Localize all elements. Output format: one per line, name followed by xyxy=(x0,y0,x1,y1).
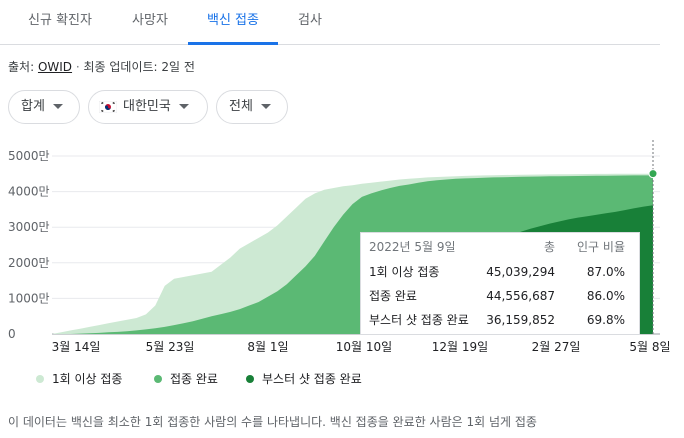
tooltip-date: 2022년 5월 9일 xyxy=(369,240,456,254)
tooltip-row-ratio: 69.8% xyxy=(586,313,625,327)
chart-tooltip: 2022년 5월 9일 총 인구 비율 1회 이상 접종 45,039,294 … xyxy=(360,232,640,335)
scope-dropdown-label: 전체 xyxy=(229,99,253,114)
tooltip-row: 1회 이상 접종 45,039,294 87.0% xyxy=(369,262,631,282)
source-separator: · xyxy=(72,60,84,74)
tooltip-row: 접종 완료 44,556,687 86.0% xyxy=(369,286,631,306)
y-tick-label: 0 xyxy=(8,327,16,341)
chevron-down-icon xyxy=(178,104,189,109)
tab-deaths[interactable]: 사망자 xyxy=(132,13,168,28)
legend-item-booster[interactable]: 부스터 샷 접종 완료 xyxy=(246,370,362,388)
source-prefix: 출처: xyxy=(8,60,38,74)
x-tick-label: 3월 14일 xyxy=(52,340,101,354)
legend-item-first-dose[interactable]: 1회 이상 접종 xyxy=(36,370,122,388)
tab-bar: 신규 확진자 사망자 백신 접종 검사 xyxy=(0,0,660,45)
measure-dropdown-label: 합계 xyxy=(21,99,45,114)
source-line: 출처: OWID · 최종 업데이트: 2일 전 xyxy=(8,58,195,75)
tooltip-row-label: 부스터 샷 접종 완료 xyxy=(369,313,469,327)
measure-dropdown[interactable]: 합계 xyxy=(8,90,80,124)
tooltip-row-total: 45,039,294 xyxy=(486,265,555,279)
y-tick-label: 4000만 xyxy=(8,185,50,199)
x-tick-label: 5월 23일 xyxy=(146,340,195,354)
tooltip-row-label: 1회 이상 접종 xyxy=(369,265,440,279)
tooltip-col-ratio: 인구 비율 xyxy=(577,240,625,254)
y-tick-label: 3000만 xyxy=(8,220,50,234)
chart-footnote: 이 데이터는 백신을 최소한 1회 접종한 사람의 수를 나타냅니다. 백신 접… xyxy=(8,415,537,429)
y-tick-label: 5000만 xyxy=(8,149,50,163)
tooltip-row: 부스터 샷 접종 완료 36,159,852 69.8% xyxy=(369,310,631,330)
x-tick-label: 12월 19일 xyxy=(432,340,488,354)
source-link[interactable]: OWID xyxy=(37,60,73,74)
tooltip-row-total: 44,556,687 xyxy=(486,289,555,303)
legend-item-fully-vaccinated[interactable]: 접종 완료 xyxy=(154,370,218,388)
legend-label: 부스터 샷 접종 완료 xyxy=(262,372,362,386)
x-tick-label: 5월 8일 xyxy=(629,340,670,354)
x-tick-label: 8월 1일 xyxy=(247,340,288,354)
hover-point xyxy=(648,169,658,179)
country-dropdown[interactable]: 대한민국 xyxy=(88,90,208,124)
country-dropdown-label: 대한민국 xyxy=(123,99,171,114)
tooltip-header: 2022년 5월 9일 총 인구 비율 xyxy=(369,237,631,257)
tooltip-col-total: 총 xyxy=(543,240,555,254)
tooltip-row-total: 36,159,852 xyxy=(486,313,555,327)
legend-label: 1회 이상 접종 xyxy=(52,372,123,386)
tooltip-row-ratio: 86.0% xyxy=(586,289,625,303)
tab-tests[interactable]: 검사 xyxy=(298,13,322,28)
legend-dot-icon xyxy=(36,374,44,383)
x-tick-label: 10월 10일 xyxy=(336,340,392,354)
scope-dropdown[interactable]: 전체 xyxy=(216,90,288,124)
legend-label: 접종 완료 xyxy=(170,372,218,386)
tooltip-row-label: 접종 완료 xyxy=(369,289,417,303)
tab-new-cases[interactable]: 신규 확진자 xyxy=(28,13,92,28)
y-tick-label: 2000만 xyxy=(8,256,50,270)
korea-flag-icon xyxy=(99,100,117,113)
legend-dot-icon xyxy=(154,374,162,383)
x-tick-label: 2월 27일 xyxy=(532,340,581,354)
tooltip-row-ratio: 87.0% xyxy=(586,265,625,279)
tab-vaccination[interactable]: 백신 접종 xyxy=(188,0,278,45)
y-tick-label: 1000만 xyxy=(8,291,50,305)
legend-dot-icon xyxy=(246,374,254,383)
chevron-down-icon xyxy=(260,104,271,109)
chevron-down-icon xyxy=(52,104,63,109)
last-updated: 최종 업데이트: 2일 전 xyxy=(83,60,195,74)
